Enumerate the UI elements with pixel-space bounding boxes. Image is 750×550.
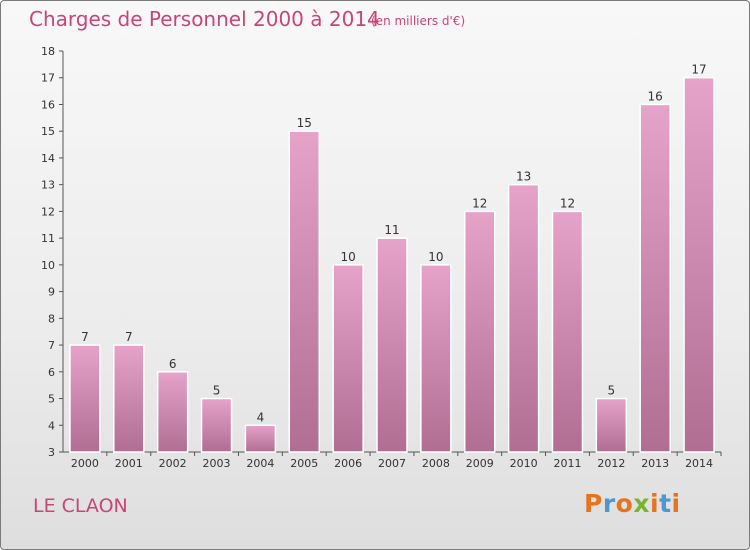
bar-value-label: 15 [297,116,312,130]
y-tick-label: 17 [41,72,55,85]
y-tick-label: 10 [41,259,55,272]
x-tick-label: 2001 [115,457,143,470]
bar [639,103,671,453]
bar-value-label: 10 [428,250,443,264]
bar-value-label: 17 [691,63,706,77]
bar [463,210,496,453]
x-tick-label: 2004 [246,457,274,470]
y-tick-label: 15 [41,125,55,138]
x-tick-label: 2011 [553,457,581,470]
bar-value-label: 11 [384,223,399,237]
y-tick-label: 5 [48,393,55,406]
y-tick-label: 16 [41,98,55,111]
bar [113,344,145,453]
bar-value-label: 12 [560,196,575,210]
commune-name: LE CLAON [33,495,128,517]
bar-value-label: 12 [472,196,487,210]
bar-value-label: 16 [648,89,663,103]
bar-value-label: 10 [340,250,355,264]
y-tick-label: 7 [48,339,55,352]
bar-value-label: 13 [516,170,531,184]
bar-value-label: 7 [125,330,133,344]
bar [595,397,628,453]
bar [420,264,452,453]
y-tick-label: 8 [48,312,55,325]
bar [551,210,584,453]
chart-bars: 7 7 6 5 4 15 10 11 10 12 13 12 5 16 17 [69,63,715,453]
bar [69,344,101,453]
x-tick-label: 2005 [290,457,318,470]
bar [200,397,233,453]
y-tick-label: 13 [41,179,55,192]
bar [332,264,364,453]
y-tick-label: 18 [41,45,55,58]
bar-value-label: 7 [81,330,89,344]
chart-title: Charges de Personnel 2000 à 2014 [29,7,380,31]
bar [507,183,540,453]
logo-letter: t [659,489,672,518]
bar [683,76,715,453]
chart-subtitle: (en milliers d'€) [371,14,466,28]
x-tick-label: 2009 [466,457,494,470]
x-tick-label: 2013 [641,457,669,470]
bar-value-label: 5 [608,384,616,398]
logo-letter: r [602,489,616,518]
bar [288,130,321,453]
logo-letter: i [671,489,681,518]
chart-axes: 3 4 5 6 7 8 9 10 11 12 13 14 15 16 17 18 2000 2001 2002 200… [41,45,722,470]
y-tick-label: 6 [48,366,55,379]
bar-value-label: 5 [213,384,221,398]
bar [244,424,277,453]
y-tick-label: 4 [48,419,55,432]
x-tick-label: 2002 [159,457,187,470]
x-tick-label: 2012 [597,457,625,470]
y-tick-label: 11 [41,232,55,245]
x-tick-label: 2008 [422,457,450,470]
x-tick-label: 2006 [334,457,362,470]
logo-letter: o [615,489,634,518]
proxiti-logo: Proxiti [584,489,681,518]
logo-letter: i [650,489,660,518]
y-tick-label: 3 [48,446,55,459]
x-tick-label: 2000 [71,457,99,470]
bar [376,237,408,453]
y-tick-label: 14 [41,152,55,165]
y-tick-label: 12 [41,205,55,218]
bar-value-label: 6 [169,357,177,371]
logo-letter: P [584,489,603,518]
y-tick-label: 9 [48,286,55,299]
x-tick-label: 2007 [378,457,406,470]
x-tick-label: 2014 [685,457,713,470]
bar-value-label: 4 [257,410,265,424]
x-tick-label: 2010 [510,457,538,470]
logo-letter: x [633,489,650,518]
bar [156,371,189,453]
x-tick-label: 2003 [203,457,231,470]
